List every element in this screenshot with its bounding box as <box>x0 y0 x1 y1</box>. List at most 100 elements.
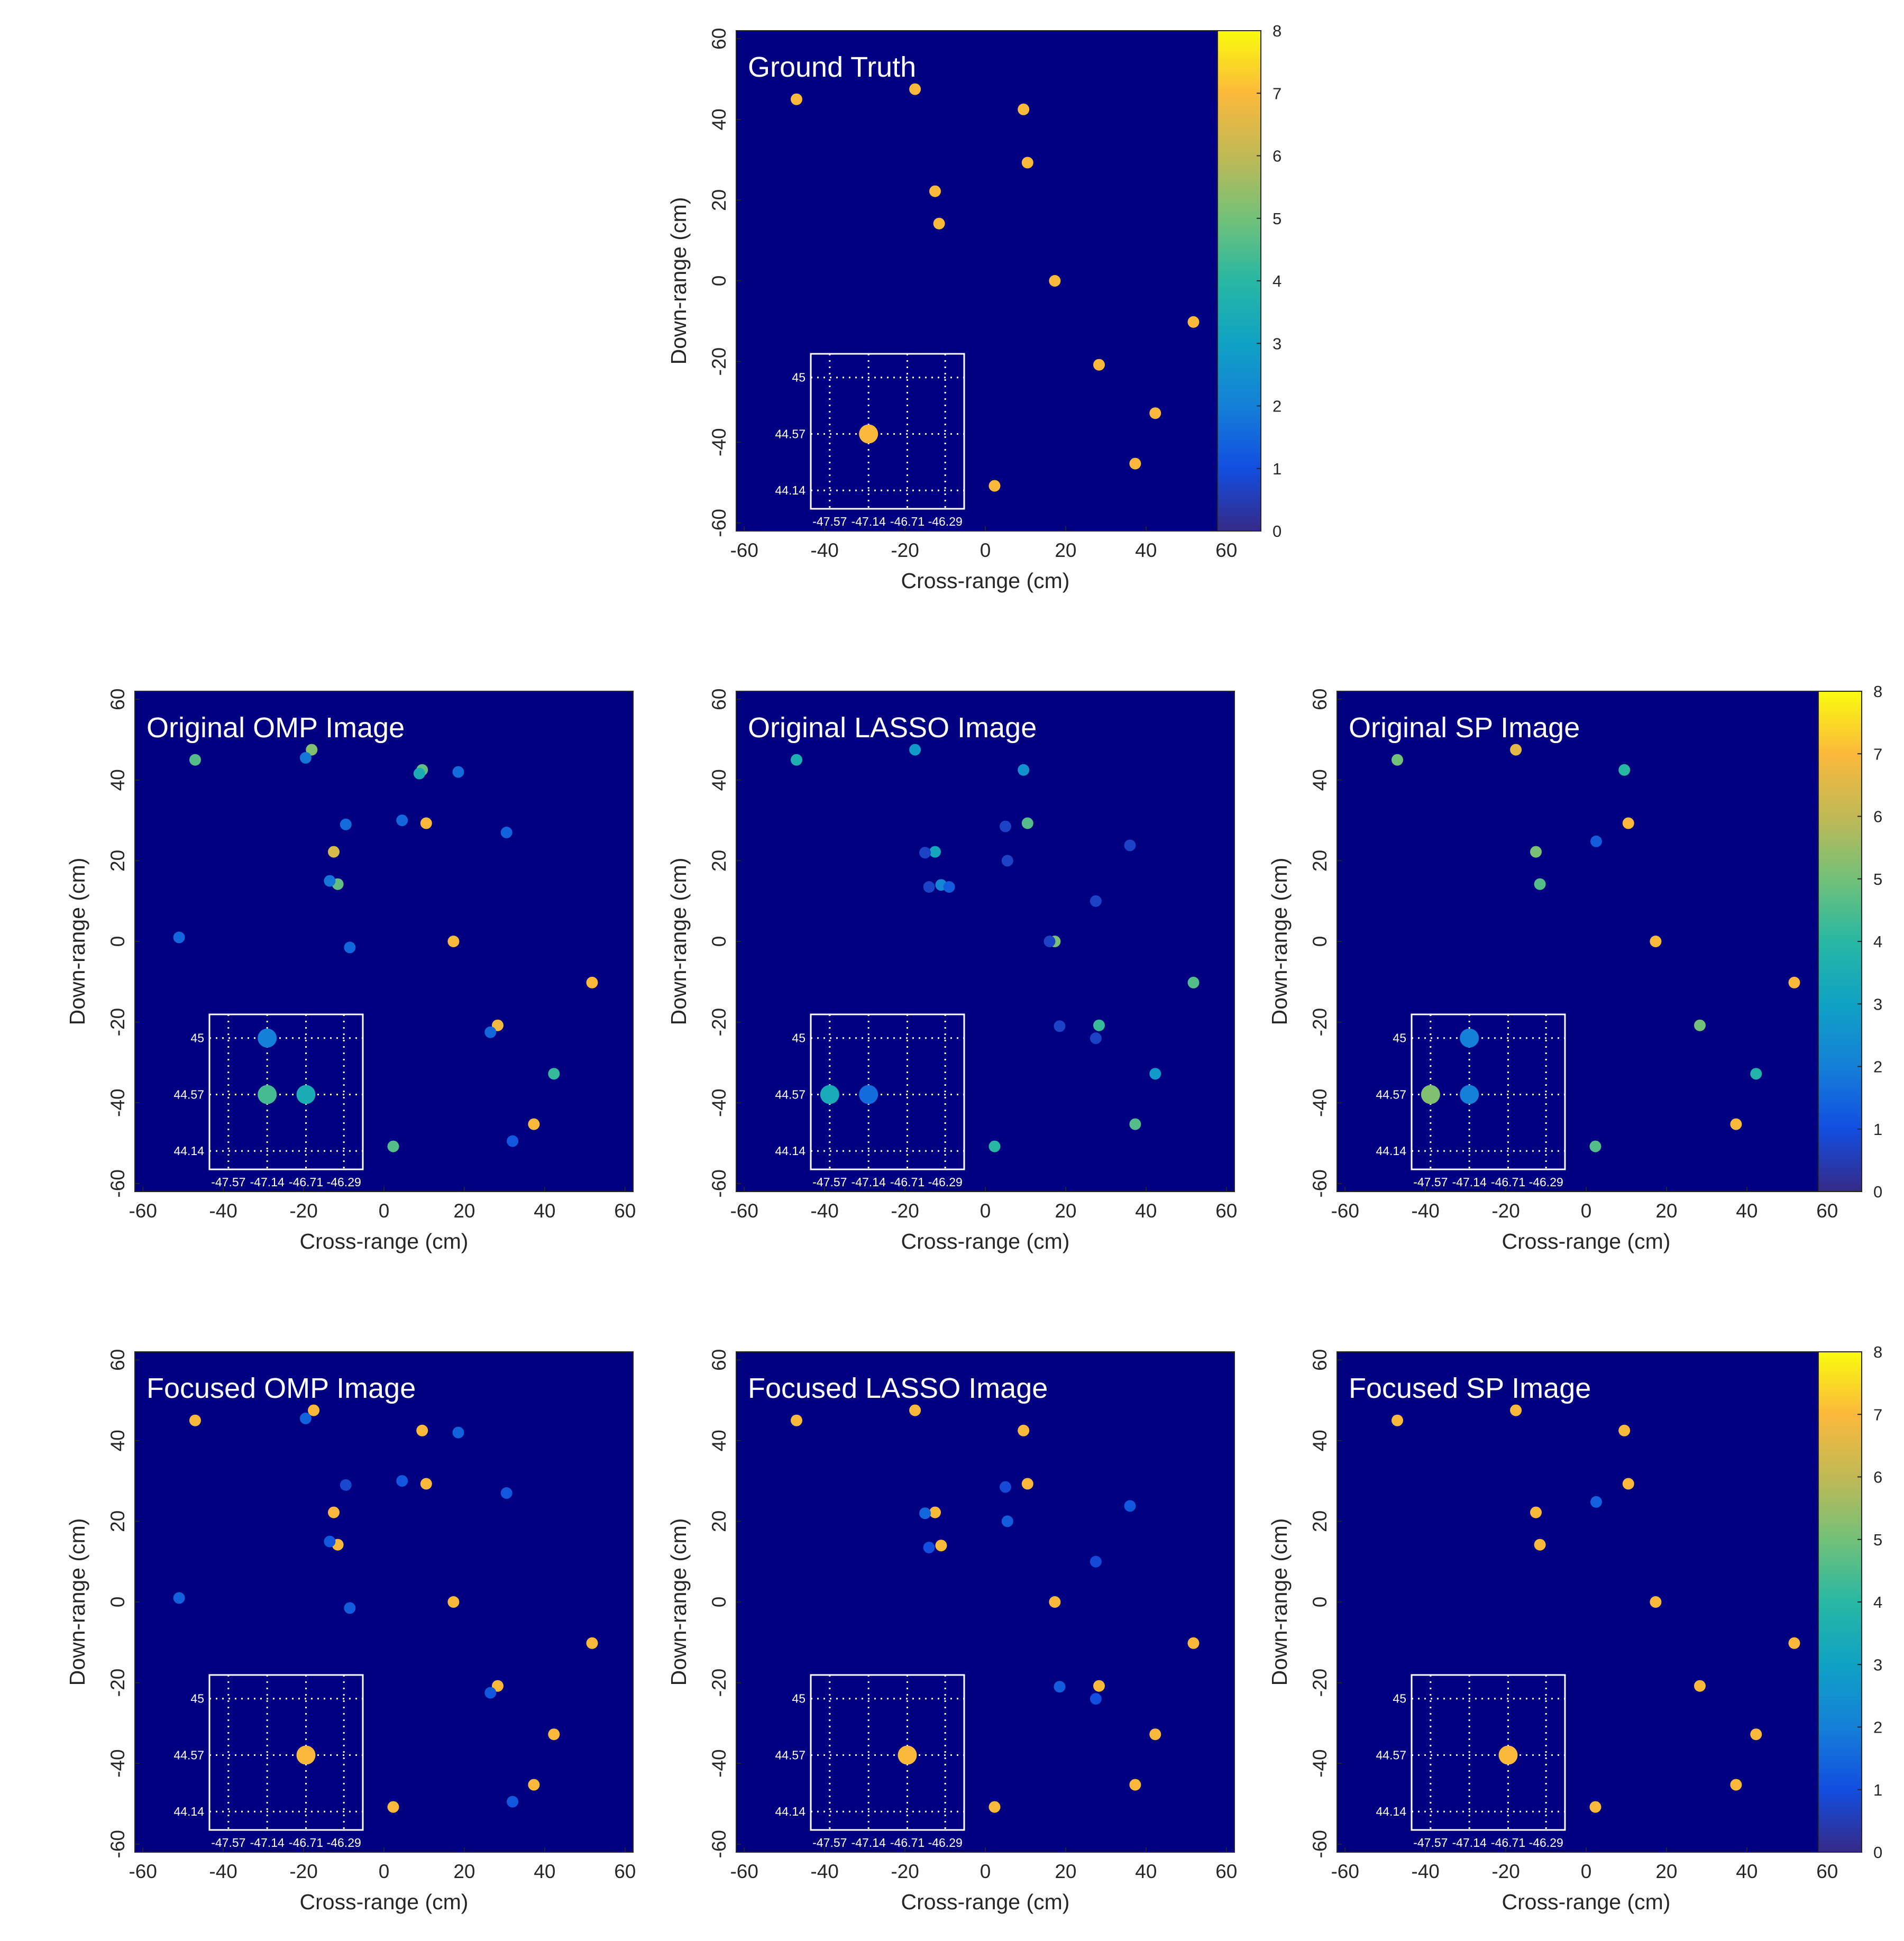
x-axis-label: Cross-range (cm) <box>1502 1229 1671 1253</box>
inset-y-tick-label: 44.57 <box>173 1748 204 1762</box>
panel-title: Focused OMP Image <box>147 1372 416 1404</box>
colorbar-tick-label: 2 <box>1873 1718 1882 1737</box>
x-axis-label: Cross-range (cm) <box>300 1229 469 1253</box>
x-tick-label: 60 <box>614 1861 636 1882</box>
y-tick-label: -60 <box>107 1830 129 1858</box>
colorbar-tick-label: 0 <box>1273 522 1281 541</box>
colorbar-tick-label: 3 <box>1873 995 1882 1013</box>
x-tick-label: 40 <box>1736 1200 1757 1222</box>
x-tick-label: -20 <box>891 1861 919 1882</box>
y-tick-label: 40 <box>1309 769 1331 791</box>
scatter-point <box>1093 359 1105 371</box>
scatter-point <box>1001 1515 1013 1527</box>
colorbar-tick-label: 5 <box>1873 1531 1882 1549</box>
scatter-point <box>929 846 941 858</box>
inset-y-tick-label: 44.14 <box>173 1805 204 1818</box>
inset-x-tick-label: -47.57 <box>1413 1836 1448 1850</box>
scatter-point <box>500 1487 512 1499</box>
colorbar-2: 0 1 2 3 4 5 6 7 8 <box>1818 1343 1882 1862</box>
y-tick-label: 20 <box>107 850 129 872</box>
inset-point <box>820 1085 839 1104</box>
x-tick-label: 40 <box>1135 539 1157 561</box>
scatter-point <box>1018 103 1030 115</box>
x-axis-label: Cross-range (cm) <box>901 1890 1070 1914</box>
panel-title: Focused SP Image <box>1349 1372 1591 1404</box>
colorbar-tick-label: 1 <box>1273 460 1281 478</box>
inset-x-tick-label: -46.29 <box>928 1175 963 1189</box>
inset-y-tick-label: 45 <box>1393 1692 1406 1706</box>
scatter-point <box>340 1479 352 1491</box>
x-tick-label: -20 <box>289 1200 317 1222</box>
x-tick-label: -40 <box>1411 1200 1439 1222</box>
panel-2: -60 -40 -20 0 20 40 60 -60 -40 -20 0 20 40 60 Cross-ra… <box>666 689 1237 1253</box>
y-tick-label: 20 <box>708 1510 730 1532</box>
colorbar-tick-label: 5 <box>1273 209 1281 228</box>
x-tick-label: -60 <box>129 1861 157 1882</box>
scatter-point <box>1392 754 1403 766</box>
scatter-point <box>387 1140 399 1152</box>
scatter-point <box>173 931 185 944</box>
scatter-point <box>1730 1779 1742 1791</box>
x-tick-label: 40 <box>534 1200 555 1222</box>
inset-x-tick-label: -46.71 <box>289 1836 323 1850</box>
scatter-point <box>447 936 460 947</box>
inset-point <box>296 1745 316 1765</box>
x-tick-label: -40 <box>810 1200 838 1222</box>
inset-y-tick-label: 44.57 <box>775 427 805 441</box>
inset-y-tick-label: 44.57 <box>1376 1748 1406 1762</box>
inset: -47.57 -47.14 -46.71 -46.29 45 44.57 44.14 <box>1376 1013 1566 1189</box>
inset-x-tick-label: -47.57 <box>812 515 847 528</box>
panel-6: -60 -40 -20 0 20 40 60 -60 -40 -20 0 20 40 60 Cross-ra… <box>1267 1349 1838 1914</box>
inset-y-tick-label: 44.14 <box>1376 1144 1406 1158</box>
x-tick-label: 40 <box>534 1861 555 1882</box>
colorbar-gradient <box>1217 30 1261 532</box>
colorbar-tick-label: 2 <box>1873 1058 1882 1076</box>
y-tick-label: 60 <box>1309 689 1331 710</box>
scatter-point <box>1650 936 1662 947</box>
inset: -47.57 -47.14 -46.71 -46.29 45 44.57 44.14 <box>775 1013 965 1189</box>
y-tick-label: 0 <box>708 936 730 947</box>
y-tick-label: 0 <box>107 1597 129 1608</box>
scatter-point <box>420 1478 432 1490</box>
inset-x-tick-label: -46.29 <box>1529 1836 1563 1850</box>
scatter-point <box>1590 835 1602 847</box>
inset: -47.57 -47.14 -46.71 -46.29 45 44.57 44.14 <box>775 1674 965 1850</box>
scatter-point <box>1054 1020 1066 1032</box>
plot-area <box>736 31 1234 531</box>
scatter-point <box>492 1019 504 1031</box>
axes-box <box>134 691 634 1192</box>
scatter-point <box>1090 1693 1102 1705</box>
scatter-point <box>299 1412 312 1424</box>
x-tick-label: 60 <box>614 1200 636 1222</box>
scatter-point <box>791 754 802 766</box>
inset-point <box>258 1085 277 1104</box>
scatter-point <box>1049 275 1061 287</box>
x-tick-label: -60 <box>730 539 758 561</box>
y-tick-label: 0 <box>708 276 730 287</box>
colorbar-tick-label: 1 <box>1873 1120 1882 1139</box>
scatter-point <box>1043 936 1056 947</box>
scatter-point <box>1129 1118 1141 1130</box>
inset-y-tick-label: 45 <box>190 1031 204 1045</box>
panel-title: Focused LASSO Image <box>748 1372 1048 1404</box>
inset-x-tick-label: -46.29 <box>1529 1175 1563 1189</box>
y-tick-label: -20 <box>1309 1008 1331 1036</box>
scatter-point <box>416 1424 428 1436</box>
x-tick-label: 0 <box>379 1861 390 1882</box>
y-tick-label: -60 <box>1309 1169 1331 1197</box>
scatter-point <box>1129 1779 1141 1791</box>
scatter-point <box>1093 1680 1105 1692</box>
inset-y-tick-label: 45 <box>1393 1031 1406 1045</box>
y-tick-label: 20 <box>708 189 730 211</box>
panel-title: Original OMP Image <box>147 712 405 744</box>
x-tick-label: 60 <box>1215 1861 1237 1882</box>
scatter-point <box>943 881 955 893</box>
inset: -47.57 -47.14 -46.71 -46.29 45 44.57 44.14 <box>173 1013 364 1189</box>
y-tick-label: 20 <box>708 850 730 872</box>
inset-x-tick-label: -47.57 <box>211 1175 245 1189</box>
scatter-point <box>1000 1481 1011 1493</box>
scatter-point <box>1650 1596 1662 1608</box>
panel-4: -60 -40 -20 0 20 40 60 -60 -40 -20 0 20 40 60 Cross-ra… <box>65 1349 636 1914</box>
scatter-point <box>387 1801 399 1813</box>
inset-x-tick-label: -47.14 <box>1452 1836 1487 1850</box>
